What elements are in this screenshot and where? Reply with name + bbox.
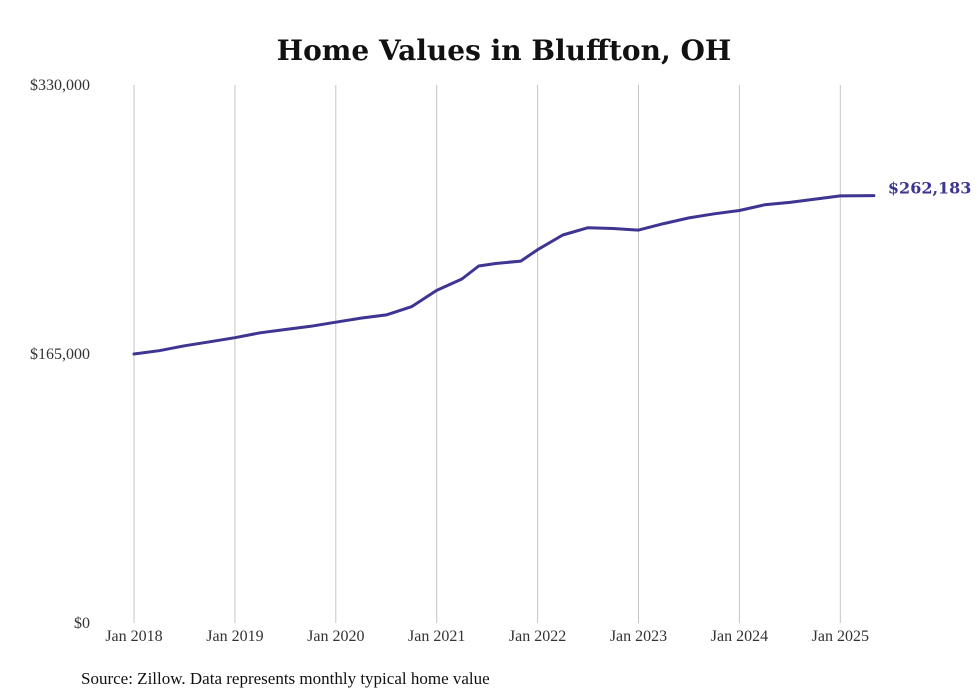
x-tick-label: Jan 2021	[408, 628, 465, 645]
x-tick-label: Jan 2023	[610, 628, 667, 645]
y-tick-label: $165,000	[30, 346, 90, 363]
x-tick-label: Jan 2025	[812, 628, 869, 645]
series-group: $262,183	[132, 179, 972, 356]
gridlines	[133, 85, 841, 623]
x-tick-label: Jan 2024	[711, 628, 768, 645]
x-tick-label: Jan 2019	[206, 628, 263, 645]
x-tick-label: Jan 2022	[509, 628, 566, 645]
x-axis-ticks: Jan 2018 Jan 2019 Jan 2020 Jan 2021 Jan 2022…	[105, 628, 869, 645]
x-tick-label: Jan 2020	[307, 628, 364, 645]
y-axis-ticks: $0 $165,000 $330,000	[30, 77, 90, 632]
chart-title: Home Values in Bluffton, OH	[277, 34, 732, 67]
end-value-label: $262,183	[888, 179, 972, 198]
y-tick-label: $0	[74, 615, 90, 632]
series-line-0	[132, 194, 876, 356]
source-note: Source: Zillow. Data represents monthly …	[81, 669, 490, 688]
x-tick-label: Jan 2018	[105, 628, 162, 645]
y-tick-label: $330,000	[30, 77, 90, 94]
